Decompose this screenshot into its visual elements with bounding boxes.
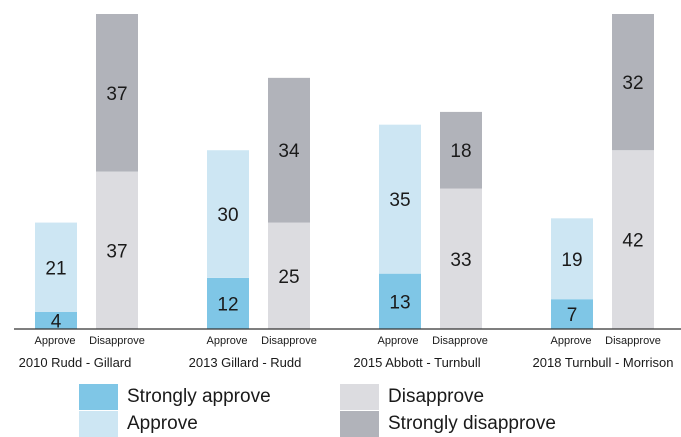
- bar-segment-approve: [35, 222, 77, 312]
- bar-segment-disapprove: [440, 188, 482, 329]
- data-label-strongly-disapprove: 37: [106, 84, 127, 105]
- category-label-2013-gillard-rudd: 2013 Gillard - Rudd: [189, 355, 302, 370]
- bar-segment-strongly-disapprove: [440, 111, 482, 189]
- bar-segment-approve: [379, 124, 421, 274]
- data-label-strongly-disapprove: 34: [278, 141, 300, 162]
- data-label-strongly-approve: 4: [51, 311, 62, 332]
- data-label-strongly-approve: 12: [217, 294, 238, 315]
- bar-label-approve: Approve: [551, 335, 592, 347]
- category-label-2018-turnbull-morrison: 2018 Turnbull - Morrison: [533, 355, 674, 370]
- bar-segment-strongly-disapprove: [612, 14, 654, 151]
- data-label-approve: 35: [389, 190, 410, 211]
- bar-label-disapprove: Disapprove: [605, 335, 661, 347]
- bar-segment-strongly-approve: [35, 311, 77, 329]
- bar-segment-disapprove: [96, 171, 138, 329]
- data-label-disapprove: 37: [106, 241, 127, 262]
- data-label-strongly-disapprove: 32: [622, 73, 643, 94]
- bar-label-approve: Approve: [207, 335, 248, 347]
- bar-label-approve: Approve: [35, 335, 76, 347]
- bar-label-approve: Approve: [378, 335, 419, 347]
- bar-segment-strongly-approve: [207, 277, 249, 329]
- bar-segment-approve: [207, 150, 249, 278]
- data-label-strongly-approve: 13: [389, 292, 410, 313]
- category-label-2015-abbott-turnbull: 2015 Abbott - Turnbull: [353, 355, 480, 370]
- data-label-approve: 21: [45, 258, 66, 279]
- data-label-approve: 19: [561, 250, 582, 271]
- bar-segment-disapprove: [268, 222, 310, 329]
- bar-segment-strongly-approve: [379, 273, 421, 329]
- category-label-2010-rudd-gillard: 2010 Rudd - Gillard: [19, 355, 132, 370]
- bar-label-disapprove: Disapprove: [261, 335, 317, 347]
- bar-label-disapprove: Disapprove: [89, 335, 145, 347]
- bar-segment-disapprove: [612, 150, 654, 329]
- data-label-strongly-approve: 7: [567, 305, 578, 326]
- bar-segment-approve: [551, 218, 593, 300]
- data-label-disapprove: 25: [278, 267, 299, 288]
- data-label-disapprove: 33: [450, 250, 471, 271]
- data-label-disapprove: 42: [622, 231, 643, 252]
- bar-label-disapprove: Disapprove: [432, 335, 488, 347]
- bar-segment-strongly-disapprove: [268, 77, 310, 223]
- bar-segment-strongly-disapprove: [96, 14, 138, 172]
- data-label-approve: 30: [217, 205, 238, 226]
- data-label-strongly-disapprove: 18: [450, 141, 471, 162]
- bar-segment-strongly-approve: [551, 299, 593, 329]
